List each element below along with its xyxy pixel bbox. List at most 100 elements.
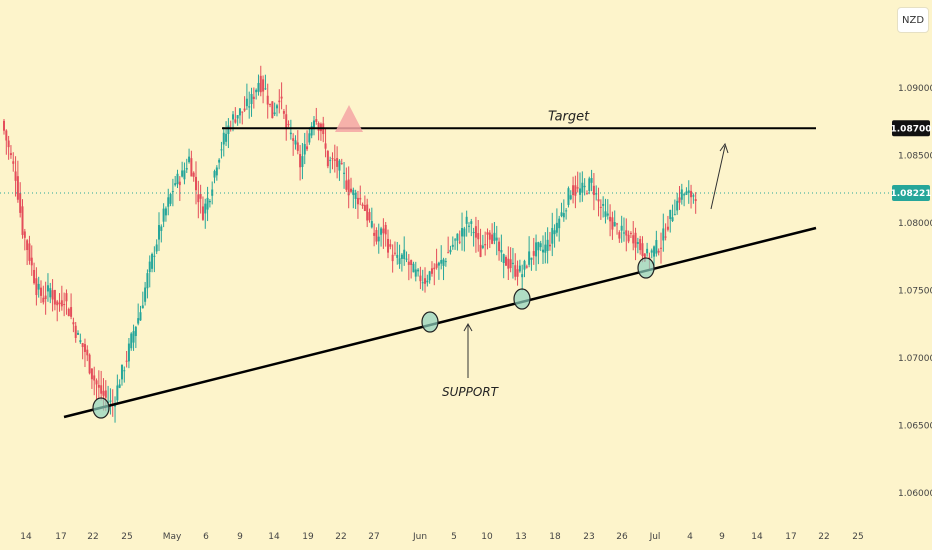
- candle-body: [442, 259, 445, 266]
- candle-body: [430, 268, 433, 274]
- y-tick-label: 1.06000: [898, 489, 932, 499]
- candle-body: [664, 236, 667, 238]
- candle-body: [500, 250, 503, 253]
- candle-body: [90, 368, 93, 380]
- candle-body: [102, 390, 105, 396]
- candle-body: [275, 105, 278, 109]
- candle-body: [461, 228, 464, 237]
- candle-body: [97, 384, 100, 388]
- current-price-text: 1.08221: [891, 189, 932, 199]
- y-tick-label: 1.08500: [898, 151, 932, 161]
- candle-body: [458, 241, 461, 243]
- candle-body: [28, 243, 31, 261]
- candle-body: [326, 151, 329, 167]
- candle-body: [222, 132, 225, 145]
- candle-body: [666, 226, 669, 230]
- candle-body: [245, 98, 248, 107]
- candle-body: [412, 263, 415, 273]
- candle-body: [269, 103, 272, 105]
- target-price-text: 1.08700: [891, 124, 932, 134]
- candle-body: [521, 274, 524, 278]
- candle-body: [620, 225, 623, 231]
- candle-body: [148, 261, 151, 273]
- candle-body: [23, 231, 26, 238]
- candle-body: [303, 144, 306, 155]
- candle-body: [86, 349, 89, 356]
- candle-body: [421, 282, 424, 284]
- candle-body: [225, 133, 228, 142]
- candle-body: [535, 242, 538, 257]
- x-tick-label: 23: [583, 532, 594, 542]
- candle-body: [238, 108, 241, 116]
- candle-body: [81, 343, 84, 348]
- candle-body: [125, 360, 128, 362]
- candle-body: [343, 172, 346, 174]
- candle-body: [162, 208, 165, 222]
- candle-body: [273, 112, 276, 115]
- x-tick-label: 14: [20, 532, 32, 542]
- candle-body: [405, 258, 408, 260]
- candle-body: [417, 269, 420, 272]
- candle-body: [627, 234, 630, 242]
- candle-body: [338, 160, 341, 171]
- candle-body: [465, 216, 468, 224]
- y-tick-label: 1.07500: [898, 286, 932, 296]
- candle-body: [67, 308, 70, 317]
- candle-body: [100, 385, 103, 394]
- candle-body: [116, 385, 119, 401]
- candle-body: [21, 206, 24, 235]
- candle-body: [380, 228, 383, 235]
- candle-body: [504, 257, 507, 266]
- candle-body: [199, 194, 202, 199]
- candle-body: [463, 228, 466, 237]
- x-tick-label: 17: [55, 532, 66, 542]
- candle-body: [257, 82, 260, 92]
- candle-body: [197, 194, 200, 203]
- candle-body: [391, 254, 394, 262]
- projection-arrow-icon: [710, 145, 726, 210]
- currency-badge[interactable]: NZD: [897, 7, 929, 33]
- x-tick-label: 25: [121, 532, 132, 542]
- candle-body: [576, 187, 579, 189]
- candle-body: [195, 176, 198, 191]
- candle-body: [366, 204, 369, 221]
- candle-body: [410, 260, 413, 265]
- candle-body: [625, 230, 628, 236]
- candle-body: [74, 325, 77, 338]
- y-axis: 1.09000 1.08500 1.08000 1.07500 1.07000 1.065…: [891, 84, 932, 499]
- candle-body: [317, 122, 320, 131]
- candle-body: [368, 212, 371, 221]
- candle-body: [373, 232, 376, 236]
- candle-body: [181, 170, 184, 177]
- candle-body: [493, 232, 496, 241]
- candle-body: [301, 156, 304, 167]
- candle-body: [634, 232, 637, 248]
- candle-body: [694, 199, 697, 202]
- candle-body: [171, 191, 174, 193]
- candle-body: [502, 254, 505, 264]
- candle-body: [262, 79, 265, 92]
- candle-body: [294, 140, 297, 145]
- candle-body: [72, 322, 75, 325]
- candle-body: [146, 273, 149, 289]
- candle-body: [588, 178, 591, 191]
- candle-body: [507, 258, 510, 269]
- candle-body: [370, 221, 373, 228]
- candle-body: [585, 193, 588, 195]
- candle-body: [477, 233, 480, 240]
- candle-body: [609, 216, 612, 222]
- candle-body: [641, 243, 644, 256]
- candle-body: [141, 305, 144, 309]
- candle-body: [516, 269, 519, 277]
- candle-body: [444, 261, 447, 263]
- triangle-marker-icon: [335, 105, 363, 132]
- x-tick-label: 27: [368, 532, 379, 542]
- x-tick-label: 14: [268, 532, 280, 542]
- candle-body: [685, 191, 688, 195]
- candle-body: [315, 119, 318, 122]
- support-trendline[interactable]: [63, 226, 817, 419]
- candle-body: [565, 210, 568, 212]
- candle-body: [530, 257, 533, 260]
- target-price-badge: [892, 120, 930, 137]
